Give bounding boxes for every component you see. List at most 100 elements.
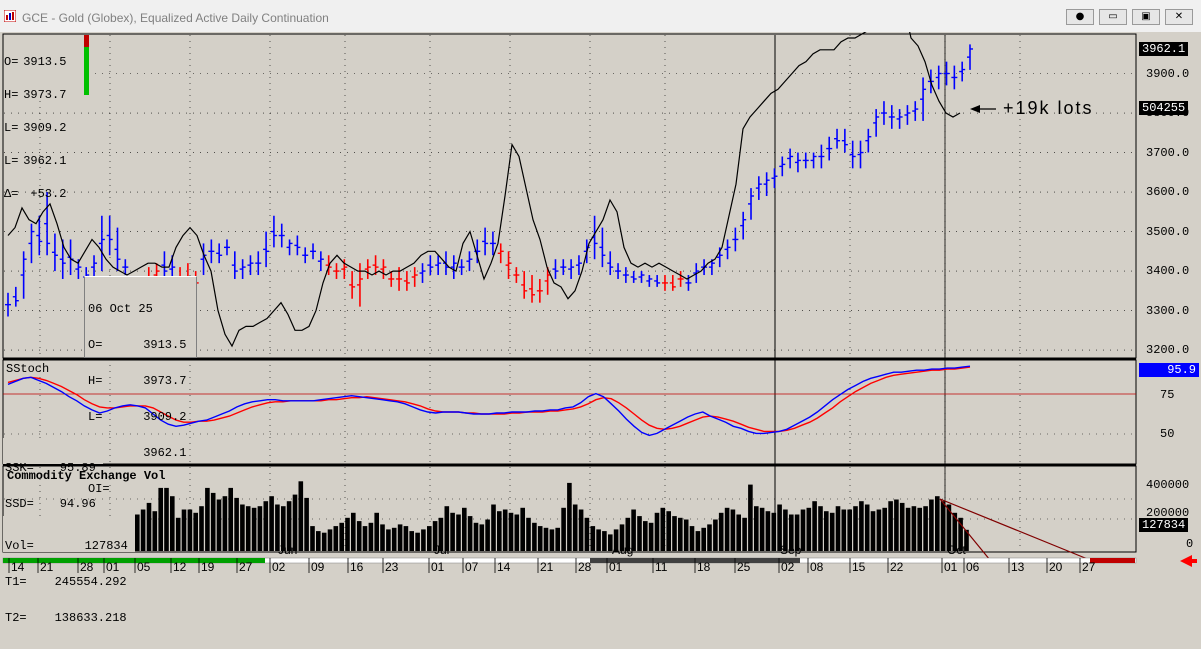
- date-tick: 14: [11, 560, 25, 574]
- volume-bar: [234, 497, 239, 551]
- price-bar: [294, 235, 301, 256]
- volume-bar: [777, 504, 782, 551]
- price-bar: [98, 215, 105, 272]
- volume-bar: [701, 527, 706, 551]
- volume-bar: [917, 507, 922, 551]
- price-bar: [106, 215, 113, 256]
- price-bar: [826, 136, 833, 161]
- volume-tick-400000: 400000: [1146, 478, 1190, 492]
- volume-bar: [152, 511, 158, 551]
- volume-bar: [251, 507, 257, 551]
- volume-bar: [561, 507, 566, 551]
- price-bar: [419, 263, 426, 283]
- volume-bar: [683, 519, 689, 551]
- price-bar: [865, 128, 872, 153]
- price-bar: [638, 271, 645, 283]
- volume-bar: [923, 506, 928, 551]
- arrow-head-icon: [970, 105, 980, 113]
- price-bar: [255, 251, 262, 276]
- volume-bar: [742, 517, 747, 551]
- volume-bar: [812, 501, 817, 551]
- volume-bar: [789, 514, 794, 551]
- price-bar: [278, 223, 285, 248]
- date-tick: 28: [80, 560, 94, 574]
- volume-bar: [870, 511, 876, 551]
- stoch-panel[interactable]: [2, 359, 1137, 465]
- volume-bar: [427, 526, 432, 551]
- last-label: L=: [4, 154, 19, 168]
- ssk-line: [7, 365, 971, 437]
- low-value: 3909.2: [23, 121, 67, 135]
- price-bar: [403, 271, 410, 291]
- high-value: 3973.7: [23, 88, 67, 102]
- price-bar: [740, 211, 747, 240]
- volume-bar: [765, 511, 771, 551]
- volume-bar: [450, 512, 455, 551]
- volume-bar: [327, 529, 333, 551]
- volume-bar: [608, 534, 613, 551]
- price-bar: [818, 144, 825, 169]
- date-tick: 19: [201, 560, 215, 574]
- date-tick: 01: [944, 560, 958, 574]
- low-label: L=: [4, 121, 19, 135]
- scrollbar-end: [1090, 558, 1135, 563]
- minimize-button[interactable]: ▭: [1099, 9, 1127, 25]
- close-button[interactable]: ✕: [1165, 9, 1193, 25]
- price-bar: [677, 271, 684, 287]
- scrollbar-thumb[interactable]: [3, 558, 265, 563]
- volume-bar: [759, 507, 765, 551]
- tooltip-open: 3913.5: [143, 338, 187, 352]
- tooltip-close: 3962.1: [143, 446, 187, 460]
- volume-bar: [415, 532, 420, 551]
- date-tick: 21: [40, 560, 54, 574]
- volume-bar: [257, 506, 263, 551]
- t2-value: 138633.218: [54, 611, 127, 625]
- volume-bar: [292, 494, 298, 551]
- price-bar: [857, 140, 864, 169]
- volume-bar: [940, 501, 946, 551]
- date-tick: 22: [890, 560, 904, 574]
- volume-bar: [736, 514, 741, 551]
- date-tick: 06: [966, 560, 980, 574]
- volume-bar: [783, 509, 788, 551]
- volume-bar: [613, 529, 619, 551]
- volume-bar: [275, 504, 280, 551]
- date-tick: 25: [737, 560, 751, 574]
- volume-bar: [905, 507, 911, 551]
- volume-bar: [555, 527, 560, 551]
- volume-bar: [771, 512, 777, 551]
- volume-bar: [631, 509, 636, 551]
- volume-bar: [304, 497, 309, 551]
- price-bar: [286, 239, 293, 256]
- price-bar: [959, 61, 966, 82]
- price-bar: [615, 263, 622, 279]
- price-bar: [513, 267, 520, 283]
- volume-bar: [853, 506, 858, 551]
- price-bar: [536, 278, 543, 303]
- volume-bar: [724, 507, 730, 551]
- price-bar: [161, 251, 168, 279]
- volume-bar: [888, 501, 893, 551]
- volume-bar: [245, 506, 251, 551]
- price-bar: [223, 239, 230, 256]
- volume-bar: [380, 524, 385, 551]
- volume-trend-line-1: [939, 498, 1091, 561]
- chart-canvas[interactable]: [0, 32, 1201, 587]
- price-bar: [380, 259, 387, 279]
- record-button[interactable]: ●: [1066, 9, 1094, 25]
- volume-bar: [485, 519, 490, 551]
- open-interest-line: [7, 32, 961, 348]
- last-value: 3962.1: [23, 154, 67, 168]
- month-sep: Sep: [780, 543, 802, 557]
- price-bar: [270, 215, 277, 248]
- scroll-right-icon[interactable]: [1180, 555, 1192, 567]
- volume-bar: [847, 509, 852, 551]
- volume-bar: [911, 506, 917, 551]
- volume-bar: [678, 517, 683, 551]
- volume-bar: [713, 519, 718, 551]
- price-bar: [114, 227, 121, 272]
- price-bar: [755, 176, 762, 200]
- restore-button[interactable]: ▣: [1132, 9, 1160, 25]
- volume-bar: [205, 487, 210, 551]
- volume-bar: [199, 506, 204, 551]
